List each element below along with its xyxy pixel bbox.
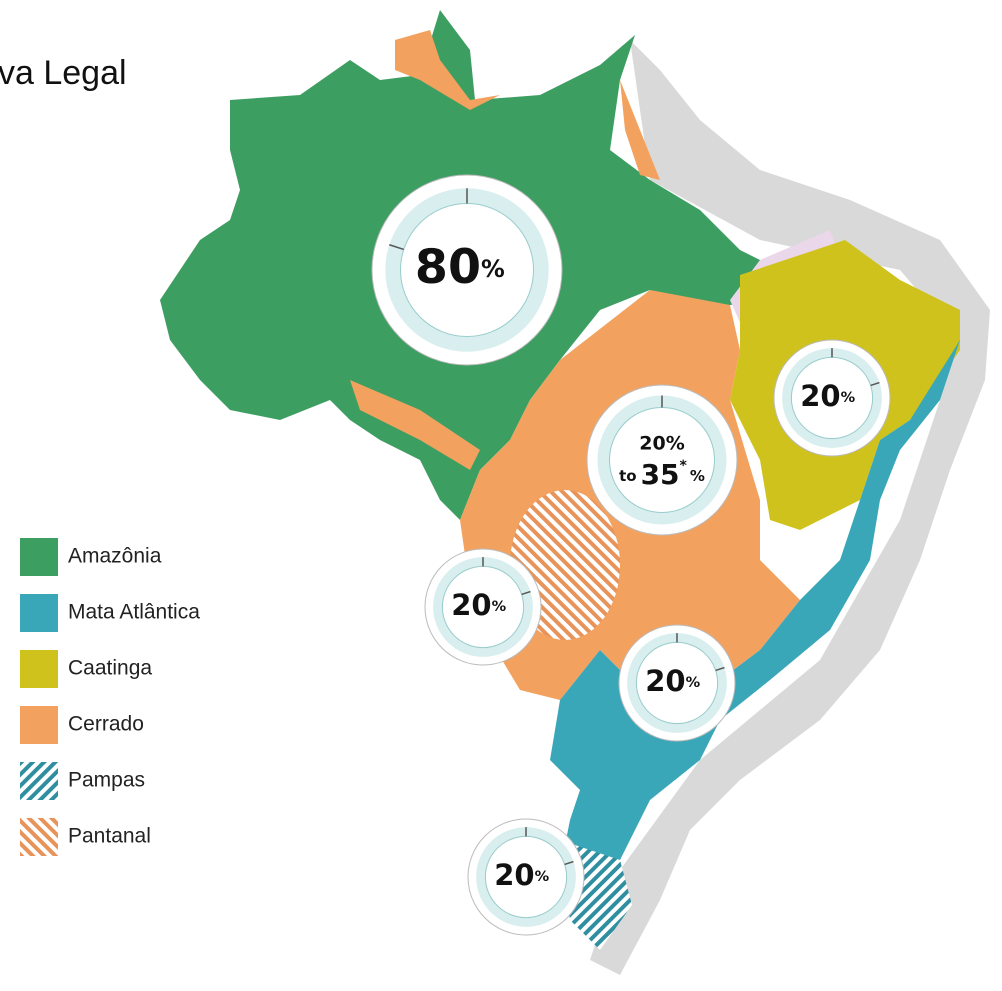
legend-swatch xyxy=(20,538,58,576)
badge-divider xyxy=(521,590,531,596)
badge-label: to 35*% xyxy=(619,458,705,491)
badge-unit: % xyxy=(481,255,505,283)
legend-swatch xyxy=(20,706,58,744)
legend: Amazônia Mata Atlântica Caatinga Cerrado Pam… xyxy=(20,538,200,856)
legend-label: Caatinga xyxy=(68,657,152,680)
badge-value: 20 xyxy=(494,858,534,892)
cerrado-north xyxy=(395,30,660,180)
badge: 20% xyxy=(424,548,542,666)
badge-divider xyxy=(564,860,574,866)
badge-note: * xyxy=(680,458,688,474)
badge: 80% xyxy=(371,174,563,366)
badge-value: 20 xyxy=(800,379,840,413)
legend-label: Amazônia xyxy=(68,545,162,568)
badge: 20% xyxy=(467,818,585,936)
regions xyxy=(160,10,990,975)
badge-value: 35 xyxy=(641,458,680,491)
badge-divider xyxy=(389,244,404,251)
badge-label: 20% xyxy=(451,588,506,622)
badge-range-start: 20% xyxy=(639,433,684,455)
badge-unit: % xyxy=(841,390,856,406)
badge: 20% xyxy=(618,624,736,742)
badge-value: 20 xyxy=(451,588,491,622)
legend-swatch xyxy=(20,650,58,688)
badge-unit: % xyxy=(690,467,705,485)
badge-label: 20% xyxy=(800,379,855,413)
badge-unit: % xyxy=(686,675,701,691)
mata-atlantica xyxy=(550,340,960,930)
badge-value: 20 xyxy=(645,664,685,698)
legend-label: Cerrado xyxy=(68,713,144,736)
badge-value: 80 xyxy=(415,240,481,295)
badge-connector: to xyxy=(619,467,636,485)
badge-unit: % xyxy=(535,869,550,885)
title: va Legal xyxy=(0,54,127,92)
badge-label: 20% xyxy=(645,664,700,698)
legend-label: Mata Atlântica xyxy=(68,601,200,624)
badge: 20%to 35*% xyxy=(586,384,738,536)
badge-divider xyxy=(715,666,725,672)
legend-label: Pampas xyxy=(68,769,145,792)
legend-swatch xyxy=(20,594,58,632)
legend-swatch xyxy=(20,762,58,800)
badge-label: 20% xyxy=(494,858,549,892)
legend-label: Pantanal xyxy=(68,825,151,848)
badge-label: 80% xyxy=(415,240,505,295)
badges: 80%20%to 35*%20%20%20%20% xyxy=(371,174,891,936)
badge-divider xyxy=(870,381,880,387)
gray-coast xyxy=(590,40,990,975)
badge-unit: % xyxy=(492,599,507,615)
badge: 20% xyxy=(773,339,891,457)
legend-swatch xyxy=(20,818,58,856)
